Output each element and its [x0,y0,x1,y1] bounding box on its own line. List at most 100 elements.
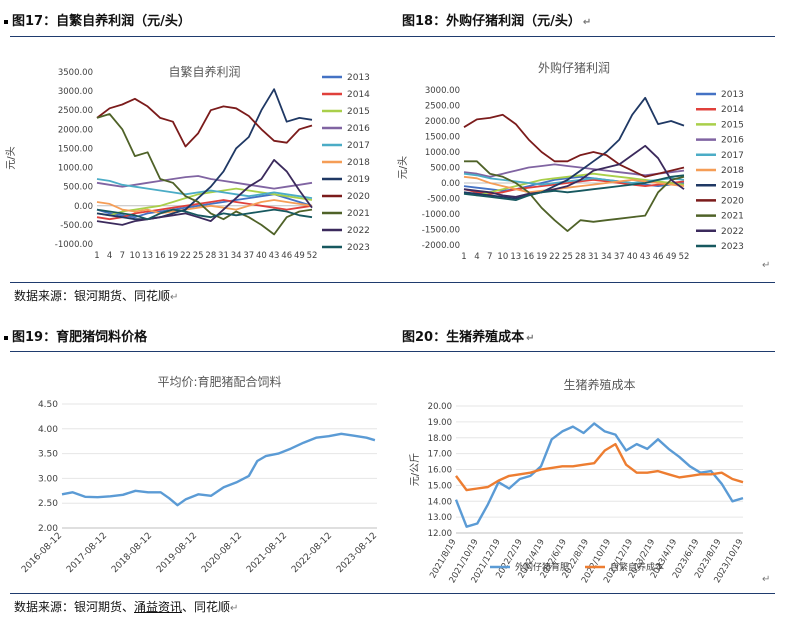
y-tick-label: -1000.00 [55,240,93,250]
legend-label: 2015 [721,120,744,130]
series-line-2020 [96,97,313,148]
legend-label: 2016 [347,124,370,134]
mid-divider-2 [10,351,775,352]
x-tick-label: 49 [666,252,677,262]
y-tick-label: 20.00 [428,402,452,412]
chart-title: 自繁自养利润 [168,64,240,79]
x-tick-label: 2018-08-12 [110,531,154,575]
x-tick-label: 7 [120,251,125,261]
return-mark-icon: ↵ [762,260,771,271]
legend-label: 2021 [721,212,744,222]
x-tick-label: 37 [243,251,254,261]
x-tick-label: 19 [167,251,178,261]
y-axis-label: 元/头 [397,156,409,179]
return-mark-icon: ↵ [762,574,771,585]
x-tick-label: 28 [575,252,586,262]
x-tick-label: 28 [205,251,216,261]
x-tick-label: 46 [653,252,664,262]
y-tick-label: 2500.00 [58,106,93,116]
legend-label: 2021 [347,209,370,219]
series-line-2016 [96,175,313,190]
x-tick-label: 25 [562,252,573,262]
series-line-2019 [463,96,685,200]
y-axis-label: 元/头 [5,146,17,169]
legend-label: 2020 [721,196,744,206]
legend-label: 2015 [347,107,370,117]
x-tick-label: 2020-08-12 [200,531,244,575]
legend-label: 2020 [347,192,370,202]
chart-self-breeding-profit: 自繁自养利润3500.003000.002500.002000.001500.0… [5,64,370,261]
y-tick-label: 2000.00 [58,125,93,135]
series-line-2014 [96,199,313,221]
x-tick-label: 22 [180,251,191,261]
x-tick-label: 10 [130,251,141,261]
y-tick-label: 3.00 [38,474,58,484]
legend-label: 2017 [347,141,370,151]
x-tick-label: 49 [294,251,305,261]
chart-title: 平均价:育肥猪配合饲料 [157,374,281,389]
return-mark-icon: ↵ [526,333,535,344]
data-source-top: 数据来源：银河期货、同花顺↵ [14,289,179,303]
top-divider [10,36,775,37]
bottom-divider [10,593,775,594]
series-line-2022 [96,159,313,226]
y-tick-label: 1000.00 [58,164,93,174]
bullet-square-icon [4,335,8,340]
chart-title: 外购仔猪利润 [538,60,610,75]
legend-label: 2018 [721,166,744,176]
y-tick-label: 3000.00 [425,86,460,96]
y-tick-label: 3500.00 [58,68,93,78]
x-tick-label: 1 [94,251,99,261]
series-line-2020 [463,113,685,178]
chart-feed-price: 平均价:育肥猪配合饲料 4.50 4.00 3.50 3.00 2.50 2.002016-… [20,374,379,575]
x-tick-label: 40 [627,252,638,262]
return-mark-icon: ↵ [170,292,179,303]
legend-label: 2022 [347,226,370,236]
figure-20-title: 图20：生猪养殖成本 ↵ [402,330,535,345]
x-tick-label: 10 [497,252,508,262]
series-line-2016 [463,163,685,178]
x-tick-label: 16 [523,252,534,262]
y-tick-label: 500.00 [430,164,460,174]
legend-label: 2013 [347,73,370,83]
legend-label: 2023 [347,243,370,253]
series-line-2022 [463,144,685,198]
y-tick-label: 0.00 [74,202,93,212]
y-tick-label: 15.00 [428,481,452,491]
x-tick-label: 2021-08-12 [245,531,289,575]
chart-title: 生猪养殖成本 [563,377,635,392]
return-mark-icon: ↵ [582,17,592,28]
x-tick-label: 2023-08-12 [335,531,379,575]
y-tick-label: 18.00 [428,434,452,444]
legend-label: 2018 [347,158,370,168]
legend-label: 2016 [721,136,744,146]
y-tick-label: 2500.00 [425,102,460,112]
legend-label: 2022 [721,227,744,237]
y-tick-label: 3.50 [38,450,58,460]
y-tick-label: 17.00 [428,450,452,460]
y-tick-label: 16.00 [428,466,452,476]
x-tick-label: 2017-08-12 [65,531,109,575]
y-tick-label: -1500.00 [422,226,460,236]
x-tick-label: 25 [193,251,204,261]
y-tick-label: -500.00 [427,195,460,205]
x-tick-label: 34 [231,251,242,261]
x-tick-label: 40 [256,251,267,261]
chart-hog-cost: 生猪养殖成本 20.00 19.00 18.00 17.00 16.00 15.00 14.0… [409,377,746,585]
source-link-yongyi[interactable]: 涌益资讯 [134,600,183,614]
y-tick-label: 500.00 [63,183,93,193]
x-tick-label: 52 [307,251,318,261]
x-tick-label: 2022-08-12 [290,531,334,575]
x-tick-label: 4 [474,252,479,262]
y-tick-label: 2.50 [38,499,58,509]
x-tick-label: 13 [510,252,521,262]
y-tick-label: -500.00 [60,221,93,231]
x-tick-label: 31 [218,251,229,261]
x-tick-label: 43 [269,251,280,261]
x-tick-label: 2019-08-12 [155,531,199,575]
legend-label: 2023 [721,242,744,252]
mid-divider-1 [10,282,775,283]
legend-label: 2017 [721,151,744,161]
y-axis-label: 元/公斤 [409,453,421,486]
y-tick-label: -2000.00 [422,241,460,251]
